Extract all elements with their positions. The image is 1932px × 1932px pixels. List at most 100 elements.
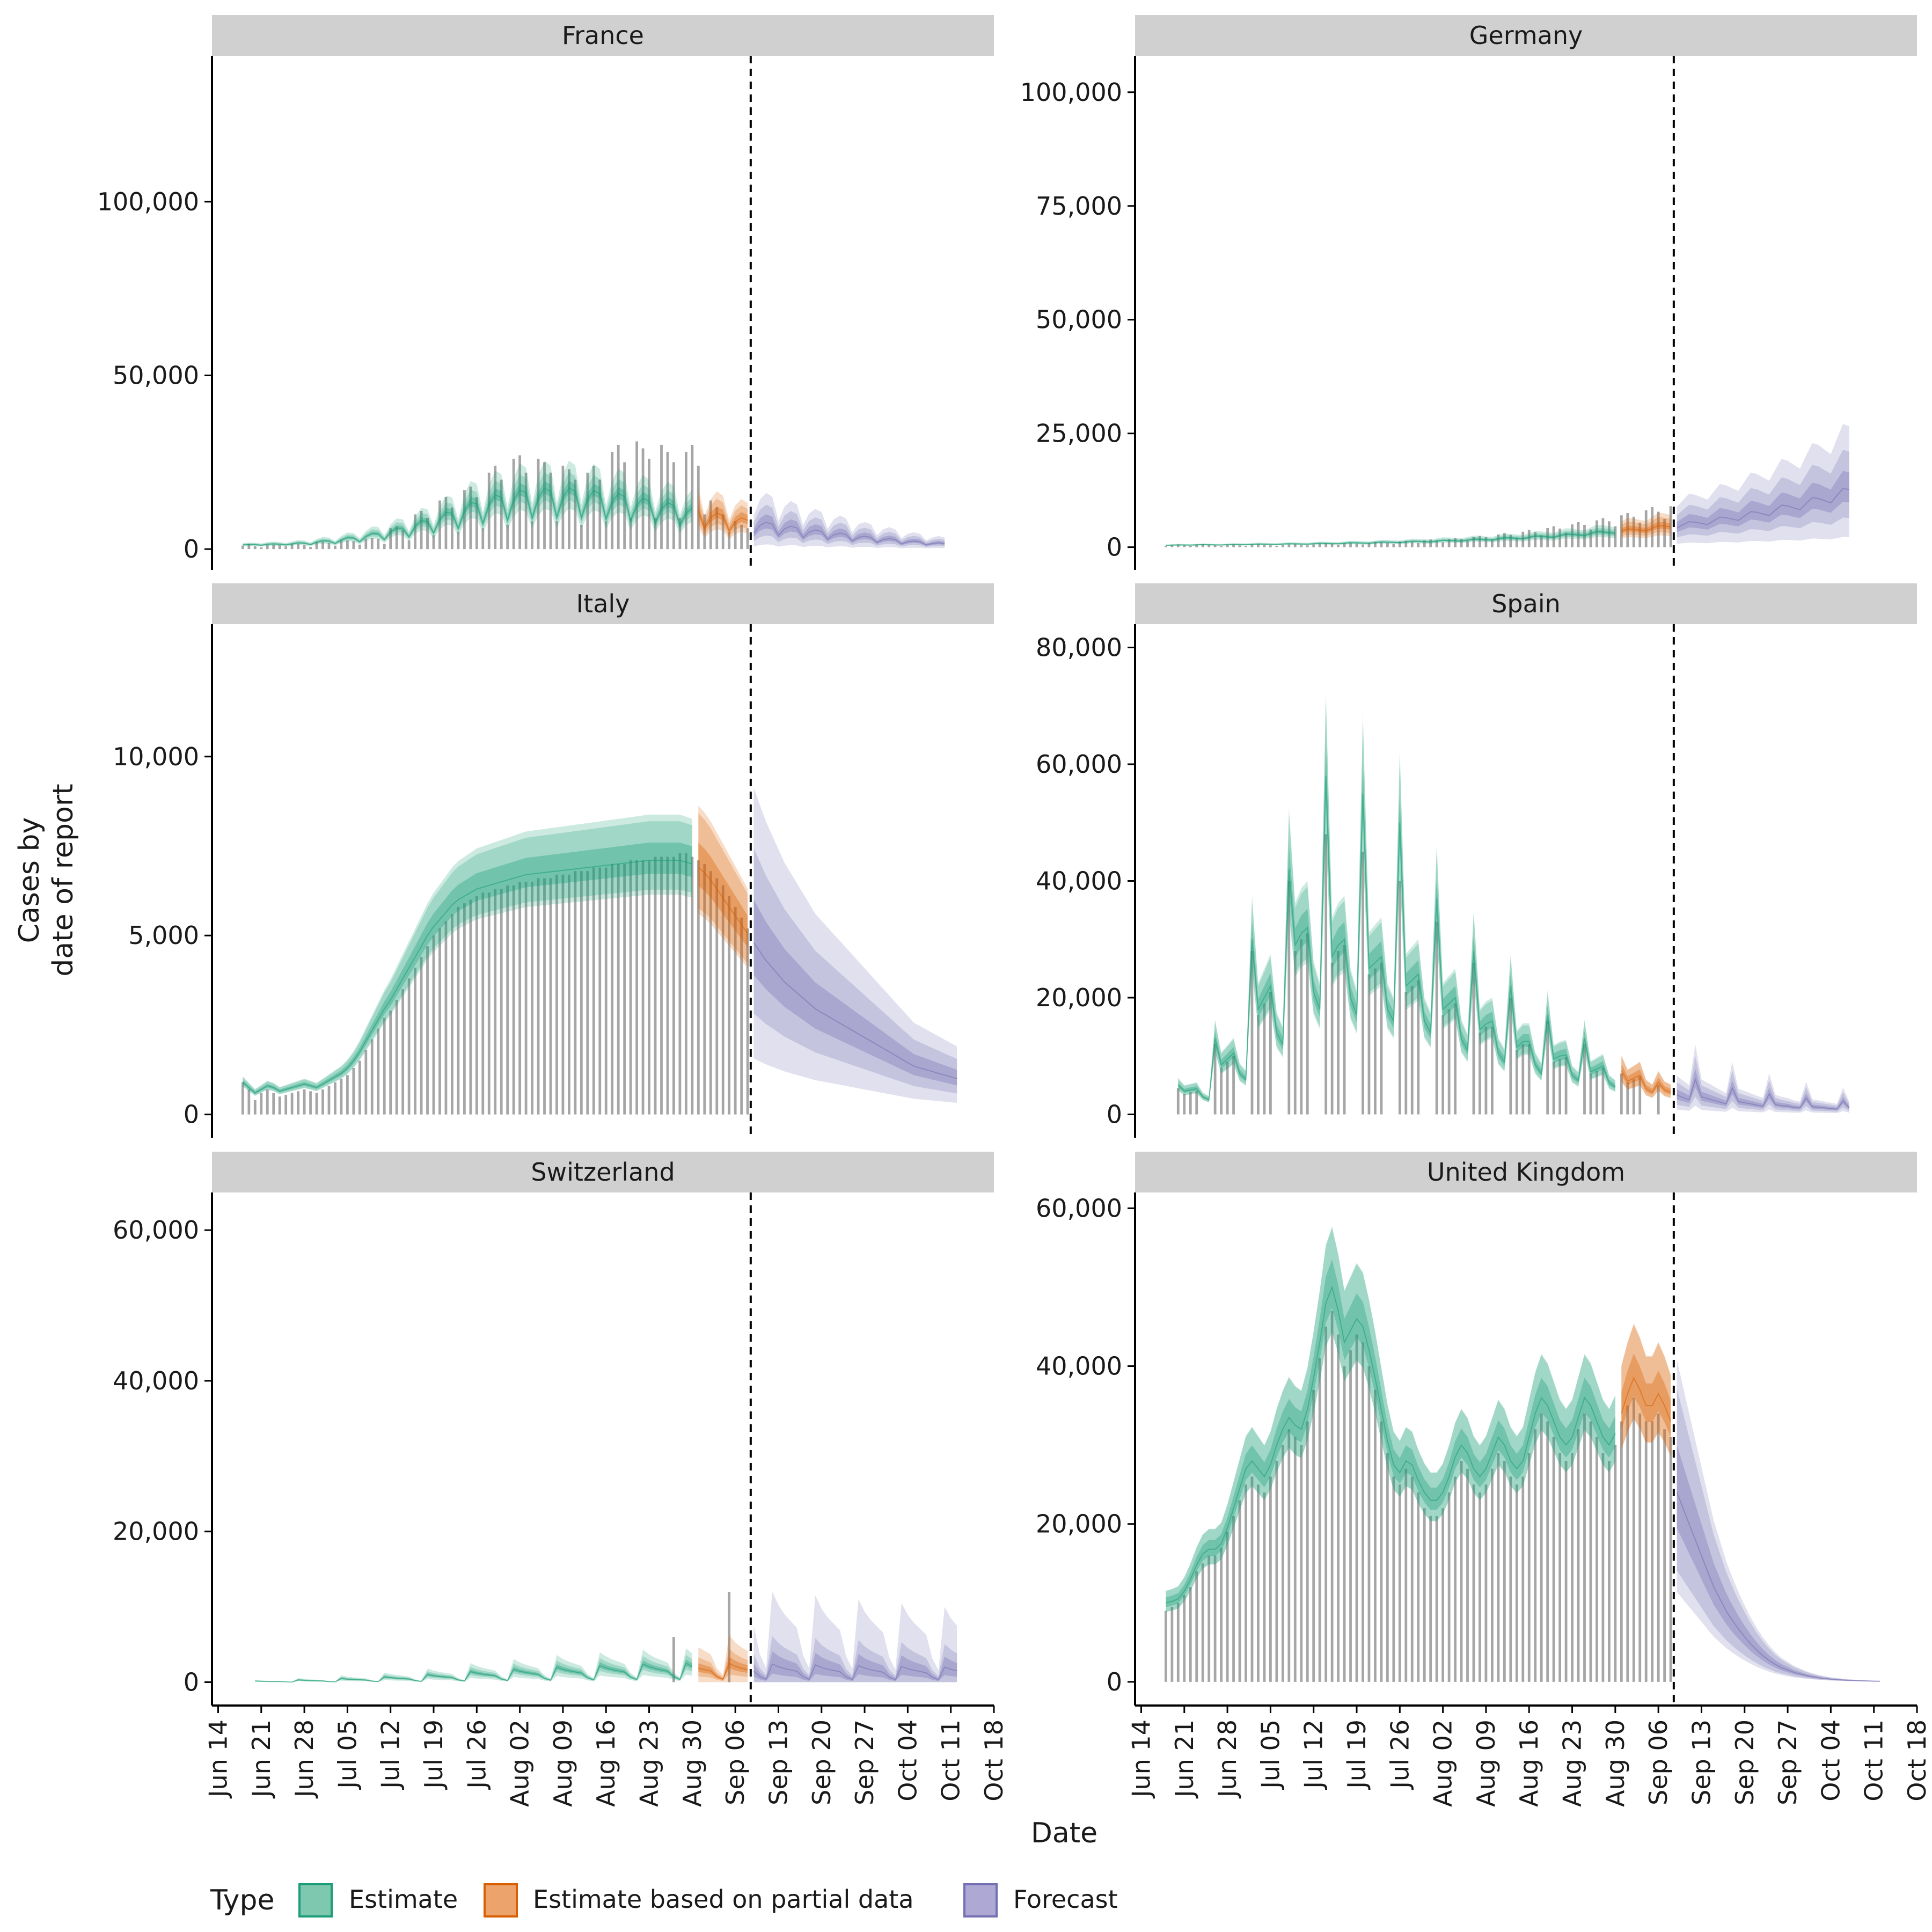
reported-bar xyxy=(1300,1445,1303,1682)
y-tick-label-spain: 40,000 xyxy=(1036,867,1122,896)
reported-bar xyxy=(1287,881,1291,1115)
reported-bar xyxy=(370,538,374,550)
ci50-band-forecast-spain xyxy=(1677,1069,1849,1110)
facet-strip-spain xyxy=(1135,583,1917,624)
ci75-band-partial-germany xyxy=(1621,517,1671,536)
reported-bar xyxy=(1503,533,1506,547)
ci50-band-forecast-italy xyxy=(753,899,957,1086)
reported-bar xyxy=(426,946,429,1115)
reported-bar xyxy=(327,543,331,550)
reported-bar xyxy=(1189,1092,1192,1115)
ci50-band-partial-france xyxy=(698,504,748,533)
reported-bar xyxy=(1318,1358,1321,1682)
reported-bar xyxy=(1374,1389,1377,1682)
reported-bar xyxy=(1644,510,1648,547)
reported-bar xyxy=(401,530,405,550)
x-tick-label-united-kingdom: Jun 21 xyxy=(1170,1719,1199,1799)
legend-item-forecast: Forecast xyxy=(963,1883,1118,1918)
y-tick-label-germany: 50,000 xyxy=(1036,305,1122,334)
y-tick-label-united-kingdom: 0 xyxy=(1107,1667,1122,1696)
reported-bar xyxy=(1275,1461,1278,1682)
reported-bar xyxy=(1380,542,1383,547)
y-tick-label-germany: 0 xyxy=(1107,533,1122,562)
x-tick-label-united-kingdom: Oct 04 xyxy=(1816,1719,1845,1802)
reported-bar xyxy=(1484,1027,1488,1115)
reported-bar xyxy=(1176,1602,1180,1682)
y-axis-title-line-1: Cases by xyxy=(13,817,46,943)
x-tick-label-switzerland: Oct 04 xyxy=(893,1719,922,1802)
reported-bar xyxy=(1245,1484,1247,1682)
y-tick-label-italy: 5,000 xyxy=(128,921,199,950)
reported-bar xyxy=(684,451,687,550)
reported-bar xyxy=(407,978,411,1115)
reported-bar xyxy=(672,1637,675,1682)
reported-bar xyxy=(1521,531,1525,547)
reported-bar xyxy=(247,544,251,550)
reported-bar xyxy=(1263,1492,1266,1682)
reported-bar xyxy=(1355,1334,1358,1682)
x-tick-label-switzerland: Aug 30 xyxy=(678,1719,707,1807)
reported-bar xyxy=(1447,539,1451,547)
reported-bar xyxy=(247,1089,251,1115)
reported-bar xyxy=(746,928,749,1115)
reported-bar xyxy=(617,444,620,550)
ci50-band-forecast-united-kingdom xyxy=(1677,1445,1880,1681)
reported-bar xyxy=(340,1078,343,1115)
x-axis-title: Date xyxy=(1031,1817,1097,1849)
reported-bar xyxy=(734,521,737,550)
reported-bar xyxy=(1220,1547,1223,1682)
reported-bar xyxy=(1208,545,1211,547)
ci75-band-partial-spain xyxy=(1621,1056,1671,1098)
reported-bar xyxy=(1497,1453,1500,1682)
reported-bar xyxy=(1651,507,1654,547)
reported-bar xyxy=(611,863,614,1115)
reported-bar xyxy=(635,860,638,1115)
reported-bar xyxy=(1330,544,1334,547)
reported-bar xyxy=(1552,1437,1555,1682)
facet-strip-united-kingdom xyxy=(1135,1152,1917,1192)
reported-bar xyxy=(604,521,608,550)
x-tick-label-switzerland: Jun 21 xyxy=(247,1719,276,1799)
reported-bar xyxy=(1250,951,1254,1115)
y-tick-label-spain: 80,000 xyxy=(1036,633,1122,662)
reported-bar xyxy=(1663,1429,1666,1682)
reported-bar xyxy=(1232,544,1235,547)
reported-bar xyxy=(1632,1079,1635,1115)
reported-bar xyxy=(1558,1453,1561,1682)
x-tick-label-united-kingdom: Sep 27 xyxy=(1773,1719,1802,1805)
reported-bar xyxy=(1263,545,1266,547)
reported-bars-united-kingdom xyxy=(1164,1311,1672,1682)
reported-bar xyxy=(561,874,565,1115)
reported-bar xyxy=(475,896,478,1115)
reported-bar xyxy=(1238,545,1241,547)
reported-bar xyxy=(1479,1492,1481,1682)
reported-bar xyxy=(1257,544,1260,547)
reported-bar xyxy=(364,538,368,550)
median-line-partial-united-kingdom xyxy=(1621,1377,1672,1422)
reported-bar xyxy=(272,1093,275,1115)
reported-bar xyxy=(407,540,411,550)
reported-bar xyxy=(1220,1067,1223,1115)
reported-bar xyxy=(1195,1091,1198,1115)
reported-bar xyxy=(1435,540,1438,547)
reported-bar xyxy=(1497,534,1500,547)
reported-bar xyxy=(580,871,583,1115)
reported-bar xyxy=(1392,1476,1395,1682)
reported-bar xyxy=(1638,522,1642,547)
ci50-band-partial-germany xyxy=(1621,522,1671,533)
reported-bar xyxy=(1213,1044,1217,1115)
ci90-band-partial-switzerland xyxy=(698,1635,748,1682)
reported-bar xyxy=(1275,546,1278,547)
reported-bar xyxy=(697,860,700,1115)
reported-bar xyxy=(524,882,528,1115)
ci90-band-estimate-germany xyxy=(1166,524,1615,546)
reported-bar xyxy=(1269,1476,1272,1682)
y-tick-label-germany: 75,000 xyxy=(1036,192,1122,221)
reported-bar xyxy=(1472,1484,1475,1682)
legend-label-partial: Estimate based on partial data xyxy=(533,1885,914,1914)
reported-bars-switzerland xyxy=(672,1592,731,1682)
x-tick-label-switzerland: Aug 16 xyxy=(591,1719,620,1807)
ci90-band-forecast-germany xyxy=(1677,423,1849,544)
reported-bar xyxy=(1484,1484,1488,1682)
reported-bar xyxy=(1527,1453,1531,1682)
